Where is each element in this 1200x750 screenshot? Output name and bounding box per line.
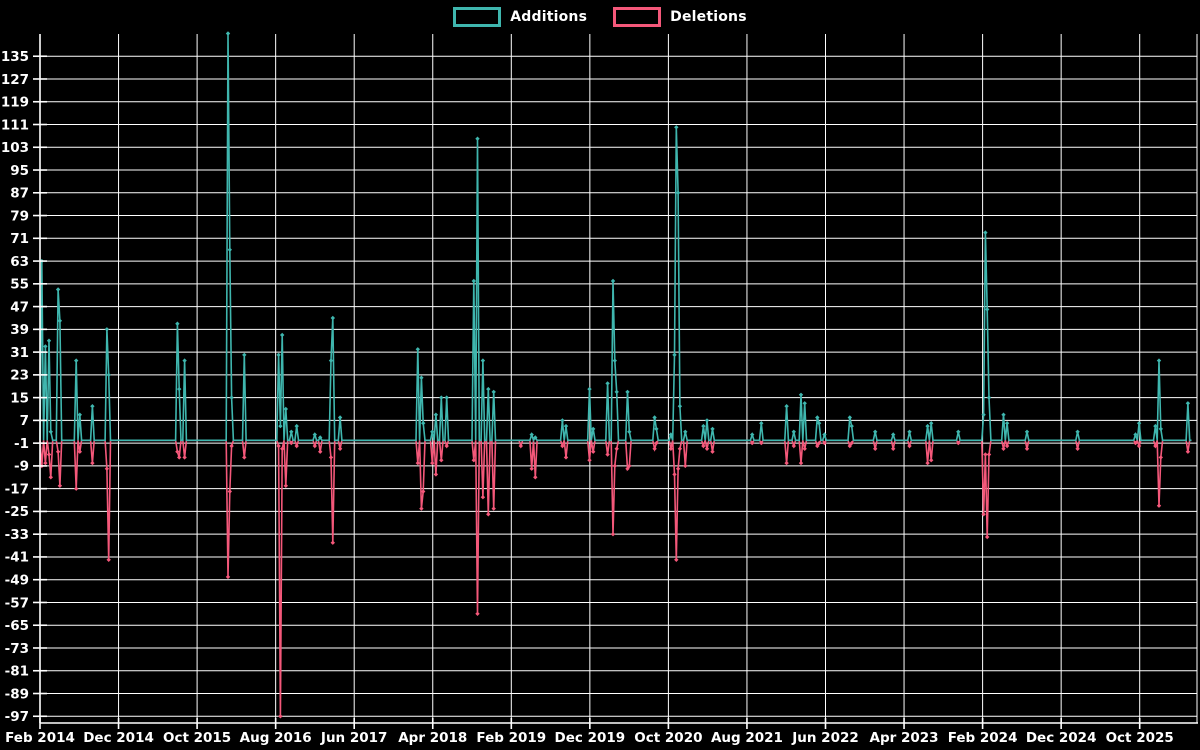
svg-text:111: 111 xyxy=(1,117,29,133)
svg-text:-9: -9 xyxy=(14,459,29,475)
svg-text:-49: -49 xyxy=(5,573,29,589)
svg-text:31: 31 xyxy=(10,345,29,361)
svg-text:47: 47 xyxy=(10,299,29,315)
svg-text:71: 71 xyxy=(10,231,29,247)
svg-text:-73: -73 xyxy=(5,641,29,657)
additions-swatch-icon xyxy=(453,7,502,27)
svg-text:-89: -89 xyxy=(5,686,29,702)
svg-text:-33: -33 xyxy=(5,527,29,543)
deletions-legend-label: Deletions xyxy=(670,9,747,25)
svg-text:Oct 2025: Oct 2025 xyxy=(1106,730,1174,746)
svg-text:-17: -17 xyxy=(5,481,29,497)
svg-text:-65: -65 xyxy=(5,618,29,634)
svg-text:Dec 2014: Dec 2014 xyxy=(83,730,154,746)
svg-text:103: 103 xyxy=(1,140,29,156)
svg-text:Feb 2014: Feb 2014 xyxy=(5,730,75,746)
additions-legend-label: Additions xyxy=(510,9,588,25)
svg-text:-1: -1 xyxy=(14,436,29,452)
svg-text:Dec 2019: Dec 2019 xyxy=(555,730,626,746)
svg-text:Oct 2015: Oct 2015 xyxy=(163,730,231,746)
legend-item-deletions[interactable]: Deletions xyxy=(613,7,747,27)
svg-text:7: 7 xyxy=(20,413,29,429)
svg-text:63: 63 xyxy=(10,254,29,270)
deletions-swatch-icon xyxy=(613,7,662,27)
svg-text:23: 23 xyxy=(10,368,29,384)
svg-text:Oct 2020: Oct 2020 xyxy=(634,730,702,746)
svg-text:Jun 2017: Jun 2017 xyxy=(320,730,388,746)
svg-text:39: 39 xyxy=(10,322,29,338)
svg-text:Jun 2022: Jun 2022 xyxy=(791,730,859,746)
svg-text:95: 95 xyxy=(10,163,29,179)
svg-text:119: 119 xyxy=(1,95,29,111)
svg-text:Feb 2024: Feb 2024 xyxy=(948,730,1018,746)
svg-text:Aug 2021: Aug 2021 xyxy=(711,730,783,746)
svg-text:135: 135 xyxy=(1,49,29,65)
svg-text:Apr 2023: Apr 2023 xyxy=(870,730,939,746)
svg-text:127: 127 xyxy=(1,72,29,88)
svg-text:Apr 2018: Apr 2018 xyxy=(398,730,467,746)
svg-text:79: 79 xyxy=(10,208,29,224)
legend-item-additions[interactable]: Additions xyxy=(453,7,587,27)
svg-text:-57: -57 xyxy=(5,595,29,611)
svg-text:55: 55 xyxy=(10,277,29,293)
svg-text:Aug 2016: Aug 2016 xyxy=(240,730,312,746)
legend: Additions Deletions xyxy=(0,7,1200,27)
svg-text:Dec 2024: Dec 2024 xyxy=(1026,730,1097,746)
svg-text:-97: -97 xyxy=(5,709,29,725)
svg-text:15: 15 xyxy=(10,390,29,406)
svg-text:-81: -81 xyxy=(5,664,29,680)
svg-text:Feb 2019: Feb 2019 xyxy=(476,730,546,746)
svg-text:87: 87 xyxy=(10,186,29,202)
svg-text:-25: -25 xyxy=(5,504,29,520)
svg-text:-41: -41 xyxy=(5,550,29,566)
